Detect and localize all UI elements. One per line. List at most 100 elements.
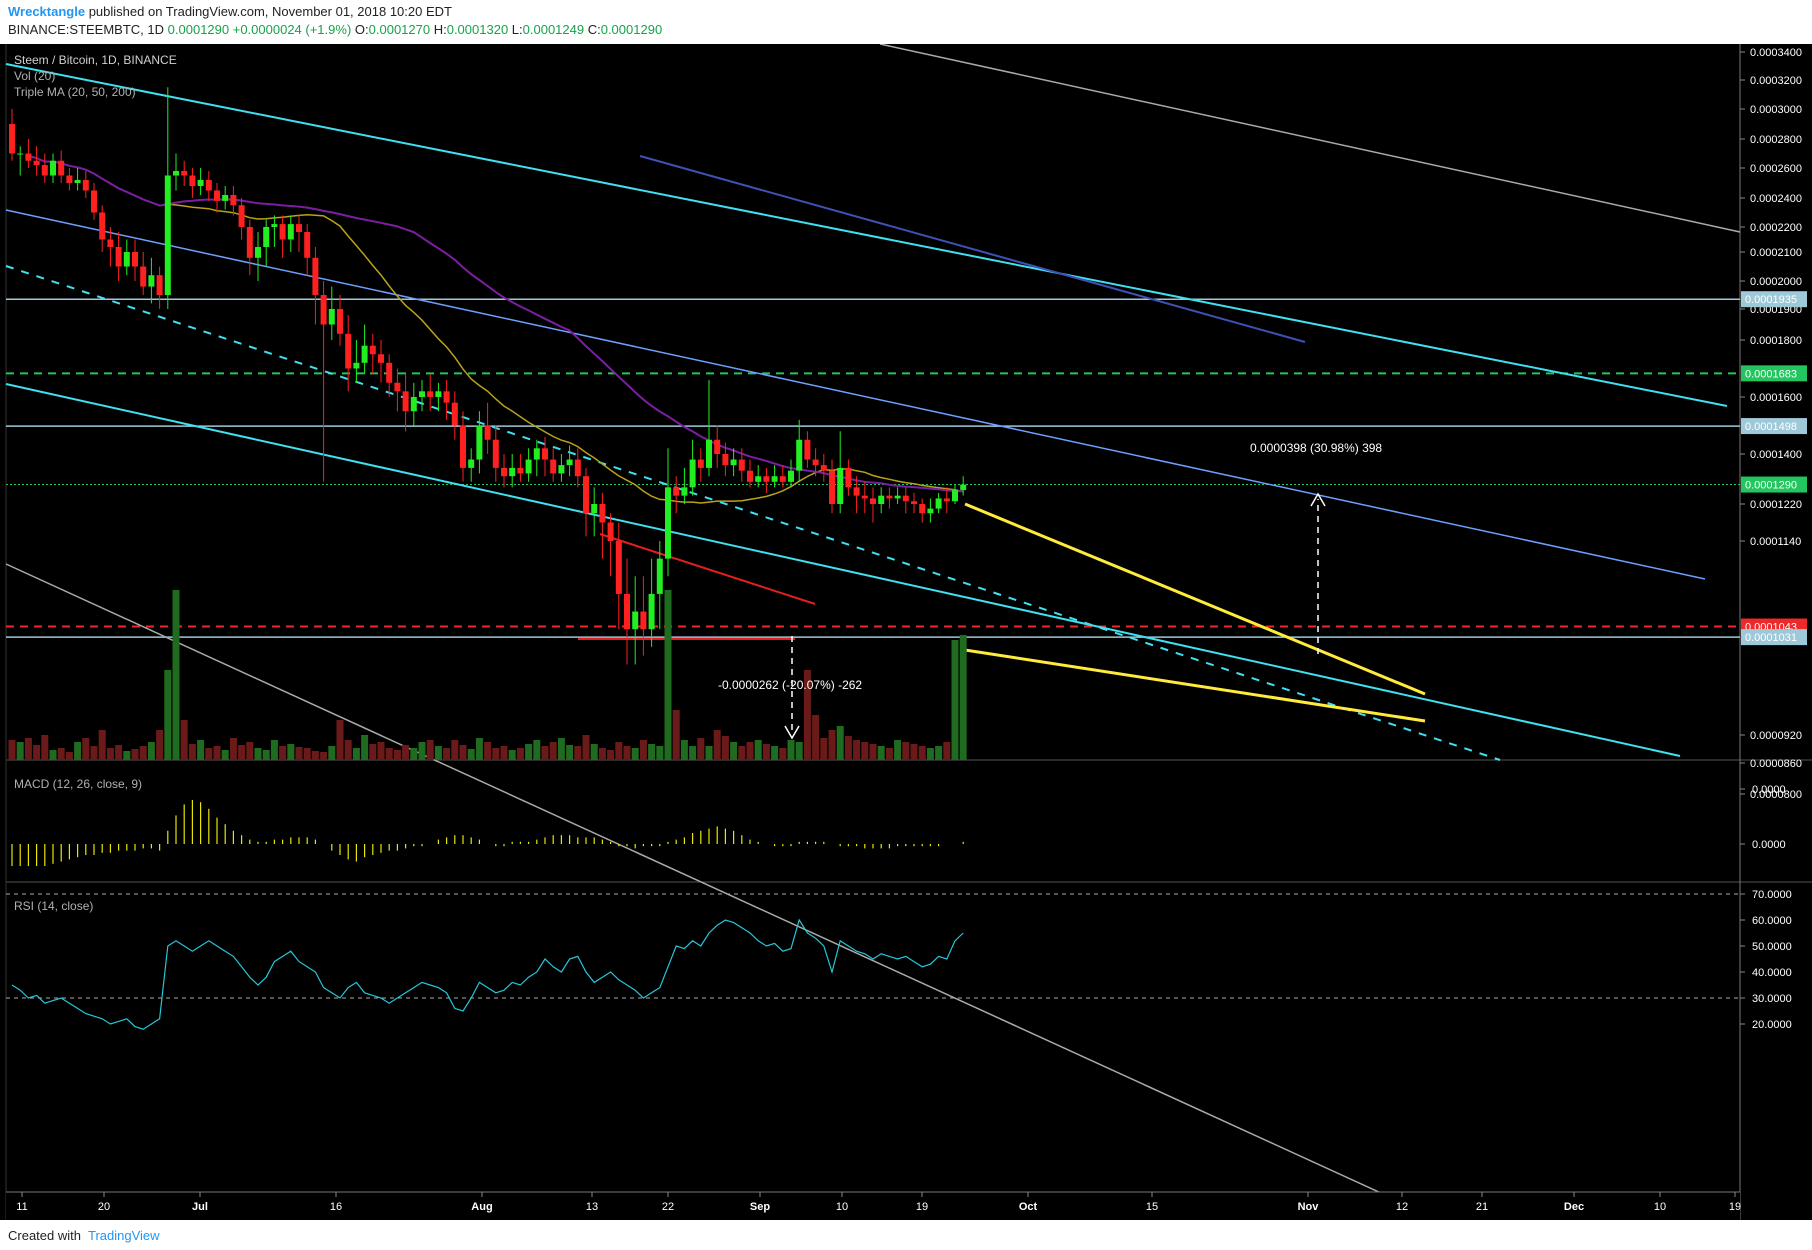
volume-bar: [254, 748, 262, 760]
volume-bar: [24, 738, 32, 760]
volume-bar: [147, 742, 155, 760]
candle-body: [238, 205, 245, 227]
last-price: 0.0001290: [167, 22, 230, 37]
author-link[interactable]: Wrecktangle: [8, 4, 86, 19]
low-label: L:: [511, 22, 523, 37]
candle-body: [41, 165, 48, 176]
volume-bar: [197, 740, 205, 760]
volume-bar: [459, 745, 467, 760]
candle-body: [205, 180, 212, 191]
candle-body: [435, 391, 442, 397]
time-tick-label: 15: [1146, 1201, 1158, 1213]
candle-body: [427, 391, 434, 397]
candle-body: [583, 476, 589, 514]
candle-body: [853, 487, 860, 496]
volume-bar: [451, 740, 459, 760]
volume-bar: [402, 745, 410, 760]
candle-body: [419, 391, 425, 397]
volume-bar: [598, 748, 606, 760]
candle-body: [402, 391, 409, 412]
price-tick-label: 0.0001220: [1750, 499, 1802, 511]
volume-bar: [139, 746, 147, 760]
volume-bar: [410, 748, 418, 760]
candle-body: [148, 275, 155, 287]
chart-background: [0, 44, 1812, 1220]
open-label: O:: [354, 22, 369, 37]
rsi-label: RSI (14, close): [14, 899, 93, 913]
trend-line: [964, 502, 1426, 696]
candle-body: [566, 459, 573, 466]
volume-bar: [221, 750, 229, 760]
created-with-label: Created with: [8, 1228, 81, 1243]
candle-body: [542, 448, 548, 460]
low-value: 0.0001249: [522, 22, 585, 37]
volume-bar: [287, 744, 295, 760]
price-tick-label: 0.0002200: [1750, 222, 1802, 234]
price-change: +0.0000024 (+1.9%): [232, 22, 352, 37]
rsi-tick-label: 30.0000: [1752, 993, 1792, 1005]
time-tick-label: 12: [1396, 1201, 1408, 1213]
trend-line: [5, 209, 1706, 580]
high-label: H:: [433, 22, 447, 37]
volume-bar: [549, 742, 557, 760]
volume-bar: [795, 742, 803, 760]
volume-bar: [590, 744, 598, 760]
rsi-tick-label: 20.0000: [1752, 1019, 1792, 1031]
volume-bar: [926, 748, 934, 760]
candle-body: [173, 171, 179, 176]
time-tick-label: 20: [98, 1201, 110, 1213]
volume-bar: [98, 730, 106, 760]
candle-body: [640, 611, 647, 630]
volume-bar: [820, 738, 828, 760]
trend-line: [964, 648, 1426, 723]
volume-bar: [631, 748, 639, 760]
rsi-tick-label: 70.0000: [1752, 889, 1792, 901]
tradingview-logo[interactable]: TradingView: [88, 1228, 160, 1243]
candle-body: [878, 495, 885, 504]
volume-bar: [869, 744, 877, 760]
volume-bar: [295, 747, 303, 760]
price-tick-label: 0.0000860: [1750, 758, 1802, 770]
price-tick-label: 0.0000800: [1750, 789, 1802, 801]
candle-body: [935, 498, 942, 509]
candle-body: [837, 467, 844, 504]
price-chart[interactable]: 0.0000 0.0000 70.0000 60.0000 50.0000 40.000…: [0, 44, 1812, 1220]
volume-bar: [959, 635, 967, 760]
candle-body: [386, 362, 393, 383]
price-tick-label: 0.0002800: [1750, 134, 1802, 146]
arrow-up-icon: [1310, 492, 1326, 507]
candle-body: [656, 558, 663, 594]
candle-body: [345, 333, 352, 369]
candle-body: [271, 224, 278, 227]
candle-body: [771, 476, 778, 482]
candle-body: [156, 275, 163, 295]
volume-bar: [74, 742, 82, 760]
candle-body: [66, 175, 73, 183]
volume-bar: [270, 740, 278, 760]
candle-body: [263, 227, 270, 247]
publish-info: published on TradingView.com, November 0…: [88, 4, 452, 19]
price-tick-label: 0.0002400: [1750, 193, 1802, 205]
volume-bar: [623, 746, 631, 760]
ma50-line: [28, 154, 964, 493]
candle-body: [501, 467, 507, 477]
target-annotation: 0.0000398 (30.98%) 398: [1250, 441, 1382, 455]
volume-bar: [164, 670, 172, 760]
volume-bar: [787, 740, 795, 760]
volume-bar: [49, 750, 57, 760]
price-tick-label: 0.0003200: [1750, 75, 1802, 87]
ma-indicator-label: Triple MA (20, 50, 200): [14, 85, 136, 99]
volume-bar: [229, 738, 237, 760]
volume-bar: [533, 740, 541, 760]
volume-bar: [205, 748, 213, 760]
volume-bar: [615, 742, 623, 760]
symbol-ohlc-line: BINANCE:STEEMBTC, 1D 0.0001290 +0.000002…: [8, 22, 662, 37]
candle-body: [919, 504, 926, 514]
candle-body: [9, 124, 15, 154]
candle-body: [829, 470, 835, 504]
volume-bar: [656, 746, 664, 760]
volume-bar: [172, 590, 180, 760]
candle-body: [123, 252, 130, 267]
time-tick-label: 19: [916, 1201, 928, 1213]
candle-body: [378, 354, 384, 363]
